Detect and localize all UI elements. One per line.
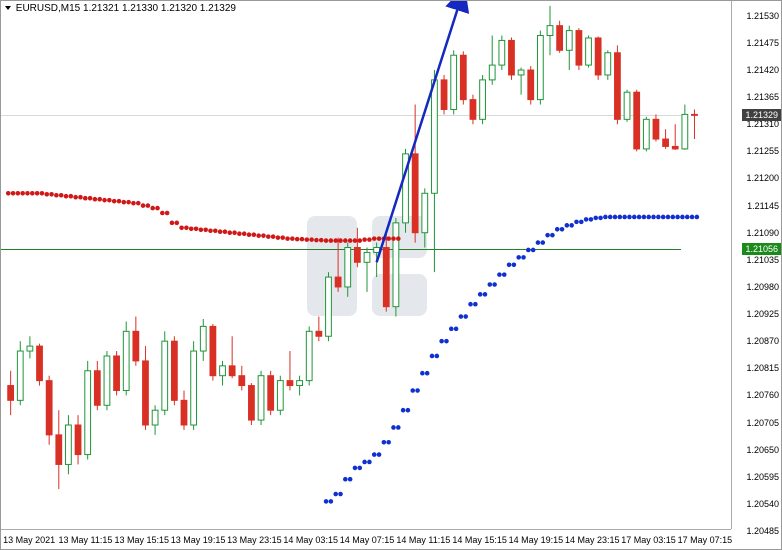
support-price-value: 1.21056: [745, 244, 778, 254]
candlestick-series: [1, 1, 733, 531]
x-tick: 17 May 07:15: [678, 535, 733, 545]
support-price-badge: 1.21056: [742, 243, 781, 255]
x-tick: 13 May 23:15: [227, 535, 282, 545]
watermark-logo: [1, 1, 733, 531]
y-tick: 1.20485: [746, 526, 779, 536]
support-line: [1, 249, 681, 250]
y-tick: 1.20980: [746, 282, 779, 292]
x-tick: 13 May 2021: [3, 535, 55, 545]
chart-container[interactable]: EURUSD,M15 1.21321 1.21330 1.21320 1.213…: [0, 0, 782, 550]
current-price-badge: 1.21329: [742, 109, 781, 121]
current-price-value: 1.21329: [745, 110, 778, 120]
chart-header: EURUSD,M15 1.21321 1.21330 1.21320 1.213…: [5, 3, 236, 14]
y-tick: 1.20815: [746, 363, 779, 373]
x-tick: 14 May 11:15: [396, 535, 450, 545]
y-tick: 1.21200: [746, 173, 779, 183]
y-axis: 1.21329 1.21056 1.204851.205401.205951.2…: [731, 1, 781, 529]
y-tick: 1.20650: [746, 445, 779, 455]
x-tick: 13 May 19:15: [171, 535, 226, 545]
y-tick: 1.21035: [746, 255, 779, 265]
y-tick: 1.20595: [746, 472, 779, 482]
y-tick: 1.21255: [746, 146, 779, 156]
y-tick: 1.20925: [746, 309, 779, 319]
symbol-label: EURUSD,M15: [16, 3, 80, 14]
x-axis: 13 May 202113 May 11:1513 May 15:1513 Ma…: [1, 529, 731, 549]
y-tick: 1.21475: [746, 38, 779, 48]
y-tick: 1.21145: [747, 201, 779, 211]
ohlc-label: 1.21321 1.21330 1.21320 1.21329: [83, 3, 236, 14]
current-price-line: [1, 115, 681, 116]
x-tick: 13 May 11:15: [59, 535, 113, 545]
y-tick: 1.20760: [746, 390, 779, 400]
x-tick: 13 May 15:15: [114, 535, 169, 545]
plot-area[interactable]: [1, 1, 731, 529]
y-tick: 1.20540: [746, 499, 779, 509]
x-tick: 14 May 19:15: [509, 535, 564, 545]
y-tick: 1.21090: [746, 228, 779, 238]
x-tick: 17 May 03:15: [621, 535, 676, 545]
y-tick: 1.20870: [746, 336, 779, 346]
indicator-overlay: [1, 1, 733, 531]
y-tick: 1.20705: [746, 418, 779, 428]
y-tick: 1.21530: [746, 11, 779, 21]
chevron-down-icon[interactable]: [5, 6, 11, 10]
x-tick: 14 May 07:15: [340, 535, 395, 545]
x-tick: 14 May 15:15: [452, 535, 507, 545]
y-tick: 1.21365: [746, 92, 779, 102]
x-tick: 14 May 03:15: [283, 535, 338, 545]
x-tick: 14 May 23:15: [565, 535, 620, 545]
y-tick: 1.21420: [746, 65, 779, 75]
